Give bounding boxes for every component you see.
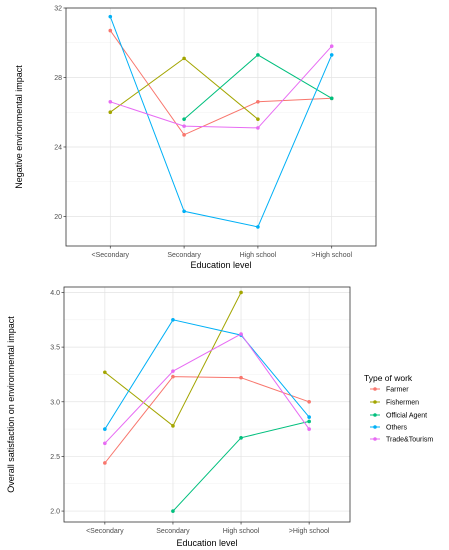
legend-label-trade-tourism: Trade&Tourism: [386, 437, 433, 444]
data-point-fishermen: [108, 110, 113, 115]
series-fishermen: [108, 56, 260, 121]
legend-title: Type of work: [364, 373, 413, 383]
legend-entry-farmer: Farmer: [370, 387, 409, 394]
data-point-others: [256, 225, 260, 229]
x-tick-label: >High school: [289, 528, 330, 535]
series-trade-tourism: [108, 44, 334, 130]
plot-background: [64, 287, 350, 522]
legend-label-fishermen: Fishermen: [386, 400, 419, 407]
data-point-fishermen: [239, 290, 243, 295]
legend-key-point-official-agent: [373, 413, 377, 417]
x-tick-label: High school: [223, 528, 260, 535]
data-point-official-agent: [256, 53, 260, 57]
series-line-trade-tourism: [110, 45, 333, 129]
x-tick-label: <Secondary: [92, 252, 130, 259]
data-point-trade-tourism: [329, 44, 334, 49]
legend-entry-official-agent: Official Agent: [370, 413, 427, 420]
data-point-farmer: [108, 28, 113, 33]
data-point-trade-tourism: [171, 369, 175, 373]
data-point-trade-tourism: [239, 332, 243, 336]
data-point-others: [329, 53, 334, 57]
y-tick-label: 20: [54, 214, 62, 221]
legend-entry-trade-tourism: Trade&Tourism: [370, 437, 433, 444]
series-official-agent: [182, 53, 334, 121]
data-point-farmer: [103, 461, 107, 465]
x-axis-title: Education level: [190, 260, 251, 270]
data-point-fishermen: [182, 56, 186, 61]
series-trade-tourism: [103, 332, 311, 446]
series-line-others: [104, 319, 310, 430]
data-point-farmer: [171, 374, 175, 379]
legend-key-point-trade-tourism: [373, 437, 377, 441]
data-point-official-agent: [307, 419, 311, 424]
y-tick-label: 32: [54, 6, 62, 13]
x-tick-label: <Secondary: [86, 528, 124, 535]
y-tick-label: 24: [54, 144, 62, 151]
data-point-farmer: [307, 399, 311, 404]
data-point-fishermen: [256, 117, 260, 121]
series-official-agent: [171, 419, 311, 513]
data-point-fishermen: [171, 424, 175, 428]
data-point-others: [171, 317, 175, 322]
x-tick-label: Secondary: [167, 252, 201, 259]
data-point-others: [103, 427, 107, 431]
y-axis-title: Overall satisfaction on environmental im…: [6, 316, 16, 493]
plot-border: [65, 7, 377, 247]
x-tick-label: High school: [240, 252, 277, 259]
series-line-trade-tourism: [104, 333, 310, 444]
data-point-trade-tourism: [307, 427, 311, 431]
data-point-farmer: [182, 133, 186, 137]
x-tick-label: >High school: [311, 252, 352, 259]
y-tick-label: 3.0: [50, 399, 60, 406]
data-point-others: [108, 14, 113, 19]
chart-1: 20 24 28 32 <Secondary Secondary High school >H…: [14, 6, 377, 270]
y-axis-title: Negative environmental impact: [14, 65, 24, 189]
y-tick-label: 4.0: [50, 290, 60, 297]
data-point-official-agent: [239, 436, 243, 440]
y-tick-label: 3.5: [50, 345, 60, 352]
data-point-trade-tourism: [108, 100, 113, 104]
legend-key-point-farmer: [373, 387, 377, 391]
data-point-official-agent: [182, 117, 186, 121]
y-tick-label: 28: [54, 75, 62, 82]
legend-entry-others: Others: [370, 425, 408, 432]
plot-border: [63, 286, 351, 523]
data-point-fishermen: [103, 370, 107, 375]
legend-label-official-agent: Official Agent: [386, 413, 427, 420]
legend: Type of work Farmer Fishermen Official A…: [364, 373, 433, 444]
data-point-trade-tourism: [103, 441, 107, 446]
chart-2: 2.0 2.5 3.0 3.5 4.0 <Secondary Secondary High s…: [6, 286, 351, 548]
data-point-official-agent: [329, 96, 334, 101]
series-line-farmer: [109, 30, 332, 136]
data-point-official-agent: [171, 509, 175, 513]
data-point-trade-tourism: [182, 124, 186, 128]
y-tick-label: 2.5: [50, 454, 60, 461]
data-point-others: [182, 209, 186, 214]
y-tick-label: 2.0: [50, 509, 60, 516]
data-point-farmer: [256, 100, 260, 104]
legend-key-point-others: [373, 425, 377, 429]
series-fishermen: [103, 290, 243, 428]
data-point-farmer: [239, 375, 243, 380]
series-line-farmer: [104, 376, 310, 464]
series-farmer: [103, 374, 311, 465]
legend-key-point-fishermen: [373, 400, 377, 404]
legend-label-others: Others: [386, 425, 408, 432]
x-axis-title: Education level: [176, 538, 237, 548]
legend-label-farmer: Farmer: [386, 387, 409, 394]
data-point-others: [307, 415, 311, 419]
legend-entry-fishermen: Fishermen: [370, 400, 419, 407]
x-tick-label: Secondary: [156, 528, 190, 535]
data-point-trade-tourism: [256, 126, 260, 130]
